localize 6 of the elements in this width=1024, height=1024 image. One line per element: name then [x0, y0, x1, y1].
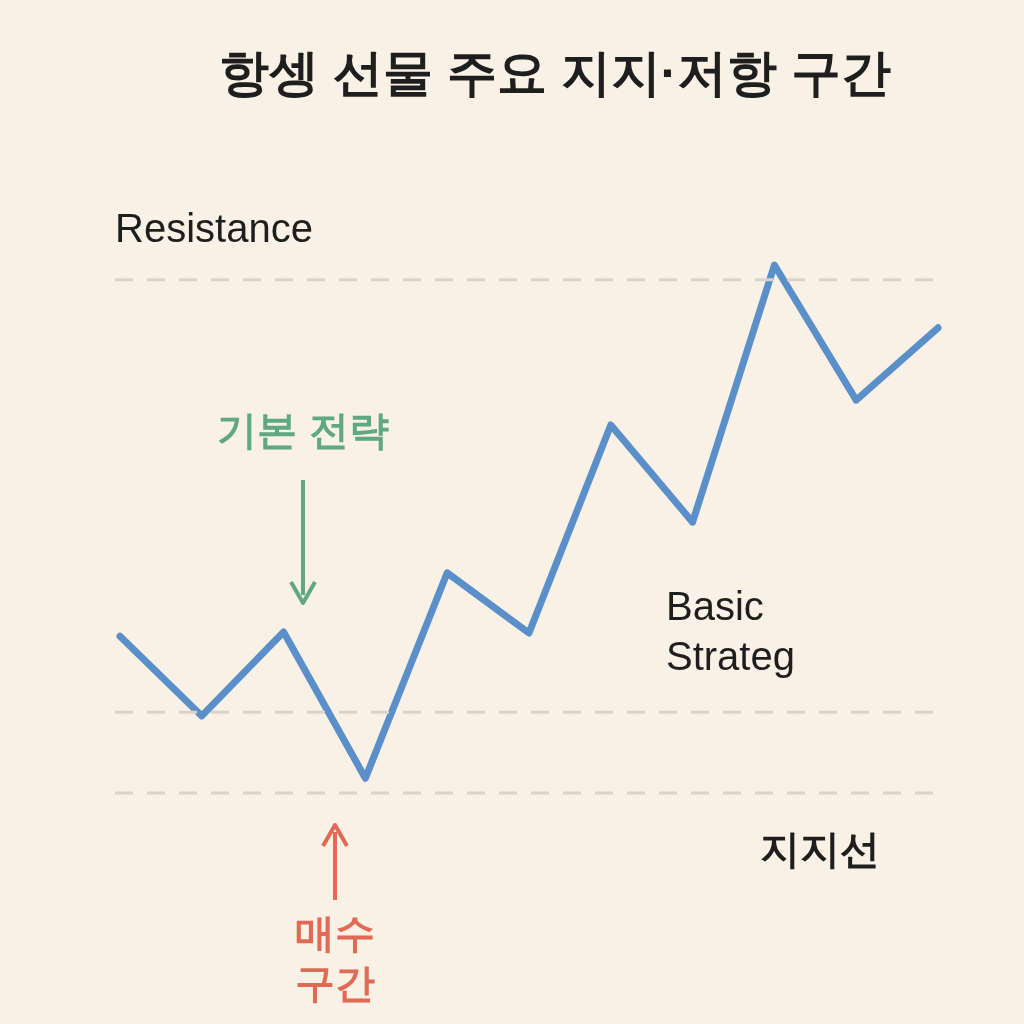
annotation: Basic Strateg: [666, 584, 795, 678]
chart-title: 항셍 선물 주요 지지·저항 구간: [218, 45, 892, 101]
ref-line-label: 지지선: [760, 827, 880, 871]
text: 매수 구간: [295, 911, 375, 1005]
annotation: 기본 전략: [217, 408, 389, 452]
ref-line-label: Resistance: [115, 205, 313, 250]
